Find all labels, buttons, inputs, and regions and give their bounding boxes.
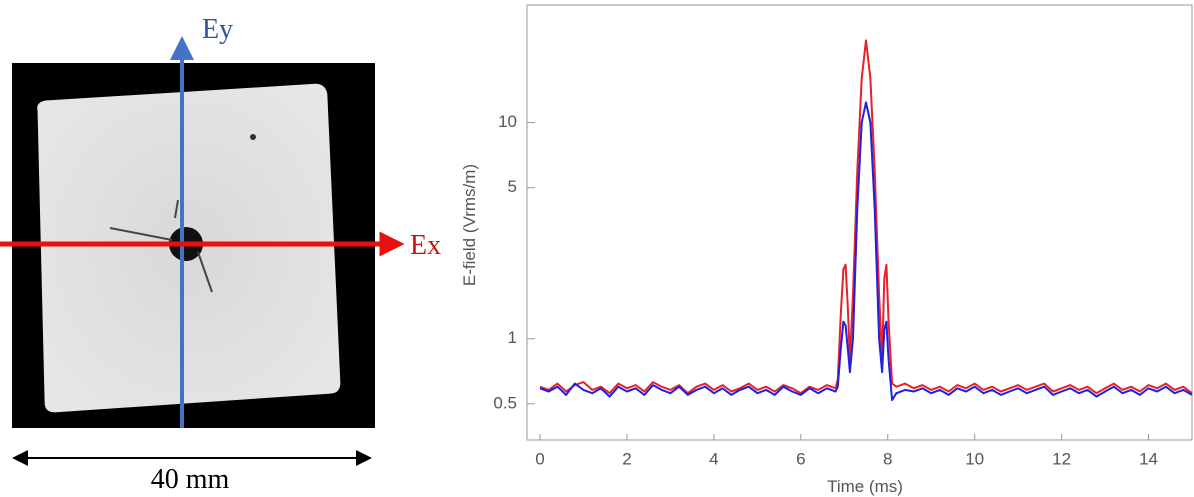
x-tick-label: 6: [796, 449, 805, 468]
x-tick-label: 4: [709, 449, 718, 468]
x-tick-label: 2: [622, 449, 631, 468]
series-line: [539, 39, 1193, 395]
x-tick-label: 8: [883, 449, 892, 468]
x-tick-label: 10: [965, 449, 984, 468]
ex-label: Ex: [410, 230, 441, 261]
x-tick-label: 0: [535, 449, 544, 468]
x-axis-label: Time (ms): [827, 477, 903, 496]
y-tick-label: 1: [508, 328, 517, 347]
y-axis-label: E-field (Vrms/m): [460, 164, 479, 286]
scale-label: 40 mm: [151, 464, 230, 495]
plot-frame: [526, 4, 1193, 441]
y-tick-label: 10: [498, 112, 517, 131]
ey-label: Ey: [202, 14, 233, 45]
y-tick-label: 0.5: [493, 393, 517, 412]
y-tick-label: 5: [508, 177, 517, 196]
series-line: [539, 101, 1193, 402]
x-tick-label: 14: [1139, 449, 1158, 468]
x-tick-label: 12: [1052, 449, 1071, 468]
